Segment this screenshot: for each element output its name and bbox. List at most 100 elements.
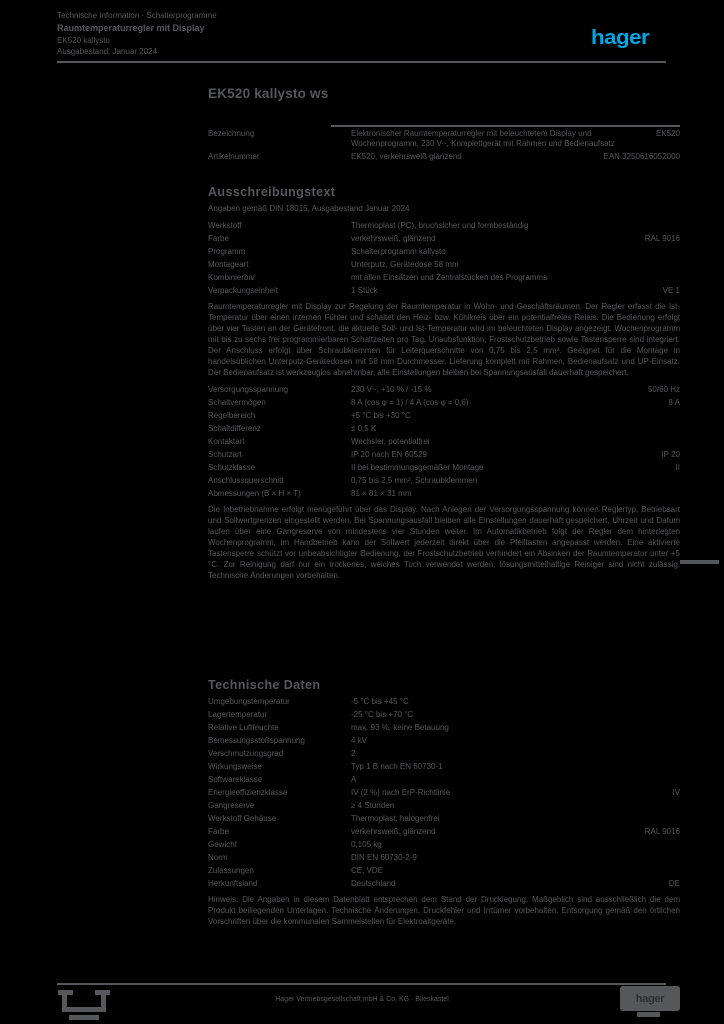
footnote-paragraph: Hinweis: Die Angaben in diesem Datenblat… — [208, 895, 680, 926]
spec-rows: Versorgungsspannung 230 V~, +10 % / -15 … — [208, 385, 680, 499]
spec-label: Wirkungsweise — [208, 762, 262, 771]
spec-row: Schaltdifferenz ± 0,5 K — [208, 424, 680, 434]
spec-row: Softwareklasse A — [208, 775, 680, 785]
hager-footer-logo-block: hager — [620, 986, 680, 1011]
spec-right-value: IP 20 — [661, 450, 680, 459]
spec-label: Farbe — [208, 827, 229, 836]
spec-label: Programm — [208, 247, 246, 256]
spec-row: Schaltvermögen 8 A (cos φ = 1) / 4 A (co… — [208, 398, 680, 408]
spec-label: Gangreserve — [208, 801, 255, 810]
spec-value: IV (2 %) nach ErP-Richtlinie — [351, 788, 451, 797]
spec-right-value: 8 A — [668, 398, 680, 407]
spec-row: Verschmutzungsgrad 2 — [208, 749, 680, 759]
spec-label: Relative Luftfeuchte — [208, 723, 279, 732]
spec-label: Werkstoff Gehäuse — [208, 814, 277, 823]
section-heading: Technische Daten — [208, 678, 321, 692]
spec-value: IP 20 nach EN 60529 — [351, 450, 427, 459]
packaging-icon-base — [69, 1015, 99, 1020]
spec-value: verkehrsweiß, glänzend — [351, 234, 436, 243]
spec-row: Regelbereich +5 °C bis +30 °C — [208, 411, 680, 421]
spec-label: Zulassungen — [208, 866, 254, 875]
spec-value: EK520, verkehrsweiß glänzend — [351, 152, 462, 161]
section-subline: Angaben gemäß DIN 18015, Ausgabestand Ja… — [208, 204, 410, 213]
fold-mark — [680, 560, 719, 564]
spec-right-value: EAN 3250616052000 — [603, 152, 680, 161]
spec-row: Relative Luftfeuchte max. 93 %, keine Be… — [208, 723, 680, 733]
spec-label: Bemessungsstoßspannung — [208, 736, 305, 745]
spec-row: Versorgungsspannung 230 V~, +10 % / -15 … — [208, 385, 680, 395]
spec-row: Farbe verkehrsweiß, glänzend RAL 9016 — [208, 827, 680, 837]
header-divider — [57, 61, 666, 63]
spec-label: Norm — [208, 853, 228, 862]
spec-value: A — [351, 775, 357, 784]
intro-divider — [331, 125, 680, 127]
spec-value: Thermoplast (PC), bruchsicher und formbe… — [351, 221, 529, 230]
header-line-reference: EK520 kallysto — [57, 36, 110, 45]
spec-value: 0,75 bis 2,5 mm², Schraubklemmen — [351, 476, 478, 485]
spec-label: Artikelnummer — [208, 152, 260, 161]
header-line-category: Technische Information · Schalterprogram… — [57, 11, 217, 20]
spec-label: Werkstoff — [208, 221, 242, 230]
spec-value: DIN EN 60730-2-9 — [351, 853, 417, 862]
spec-value: 0,105 kg — [351, 840, 382, 849]
spec-row: Abmessungen (B × H × T) 81 × 81 × 31 mm — [208, 489, 680, 499]
section-technische-daten: Technische Daten Umgebungstemperatur -5 … — [208, 678, 680, 934]
spec-right-value: II — [675, 463, 680, 472]
spec-row: Gewicht 0,105 kg — [208, 840, 680, 850]
spec-label: Kombinierbar — [208, 273, 256, 282]
spec-label: Schaltvermögen — [208, 398, 266, 407]
header-line-date: Ausgabestand: Januar 2024 — [57, 47, 158, 56]
spec-value: 8 A (cos φ = 1) / 4 A (cos φ = 0,6) — [351, 398, 469, 407]
spec-row: Kontaktart Wechsler, potentialfrei — [208, 437, 680, 447]
spec-row: Herkunftsland Deutschland DE — [208, 879, 680, 889]
spec-value: Unterputz, Gerätedose 58 mm — [351, 260, 459, 269]
spec-label: Gewicht — [208, 840, 237, 849]
footer-company-line: Hager Vertriebsgesellschaft mbH & Co. KG… — [275, 996, 449, 1003]
spec-row: Schutzart IP 20 nach EN 60529 IP 20 — [208, 450, 680, 460]
section-heading: Ausschreibungstext — [208, 185, 336, 199]
spec-value: -5 °C bis +45 °C — [351, 697, 409, 706]
header-line-product: Raumtemperaturregler mit Display — [57, 23, 205, 33]
spec-value: 1 Stück — [351, 286, 378, 295]
spec-right-value: RAL 9016 — [644, 827, 680, 836]
spec-label: Schutzart — [208, 450, 242, 459]
spec-row: Umgebungstemperatur -5 °C bis +45 °C — [208, 697, 680, 707]
spec-right-value: RAL 9016 — [644, 234, 680, 243]
spec-label: Kontaktart — [208, 437, 245, 446]
hager-logo: hager — [591, 27, 650, 49]
spec-right-value: DE — [668, 879, 680, 888]
packaging-icon-flap — [58, 990, 73, 995]
intro-rows: Bezeichnung Elektronischer Raumtemperatu… — [208, 129, 680, 165]
spec-value: -25 °C bis +70 °C — [351, 710, 414, 719]
spec-right-value: VE 1 — [662, 286, 680, 295]
spec-value: 230 V~, +10 % / -15 % — [351, 385, 432, 394]
spec-value: 4 kV — [351, 736, 368, 745]
spec-rows: Werkstoff Thermoplast (PC), bruchsicher … — [208, 221, 680, 296]
spec-label: Montageart — [208, 260, 249, 269]
spec-row: Energieeffizienzklasse IV (2 %) nach ErP… — [208, 788, 680, 798]
spec-value: Typ 1 B nach EN 60730-1 — [351, 762, 443, 771]
section-ausschreibungstext: Ausschreibungstext Angaben gemäß DIN 180… — [208, 185, 680, 588]
spec-right-value: IV — [672, 788, 680, 797]
spec-label: Versorgungsspannung — [208, 385, 289, 394]
spec-row: Bemessungsstoßspannung 4 kV — [208, 736, 680, 746]
spec-row: Lagertemperatur -25 °C bis +70 °C — [208, 710, 680, 720]
spec-row: Schutzklasse II bei bestimmungsgemäßer M… — [208, 463, 680, 473]
spec-value: Wechsler, potentialfrei — [351, 437, 430, 446]
spec-row: Gangreserve ≥ 4 Stunden — [208, 801, 680, 811]
spec-label: Anschlussquerschnitt — [208, 476, 284, 485]
description-paragraph: Raumtemperaturregler mit Display zur Reg… — [208, 302, 680, 377]
spec-label: Softwareklasse — [208, 775, 263, 784]
spec-row: Kombinierbar mit allen Einsätzen und Zen… — [208, 273, 680, 283]
spec-row: Werkstoff Gehäuse Thermoplast, halogenfr… — [208, 814, 680, 824]
spec-value: +5 °C bis +30 °C — [351, 411, 411, 420]
spec-row: Programm Schalterprogramm kallysto — [208, 247, 680, 257]
spec-rows: Umgebungstemperatur -5 °C bis +45 °C Lag… — [208, 697, 680, 889]
spec-label: Abmessungen (B × H × T) — [208, 489, 301, 498]
spec-value: Deutschland — [351, 879, 396, 888]
spec-row: Farbe verkehrsweiß, glänzend RAL 9016 — [208, 234, 680, 244]
spec-row: Verpackungseinheit 1 Stück VE 1 — [208, 286, 680, 296]
spec-value: Schalterprogramm kallysto — [351, 247, 446, 256]
spec-label: Schutzklasse — [208, 463, 256, 472]
